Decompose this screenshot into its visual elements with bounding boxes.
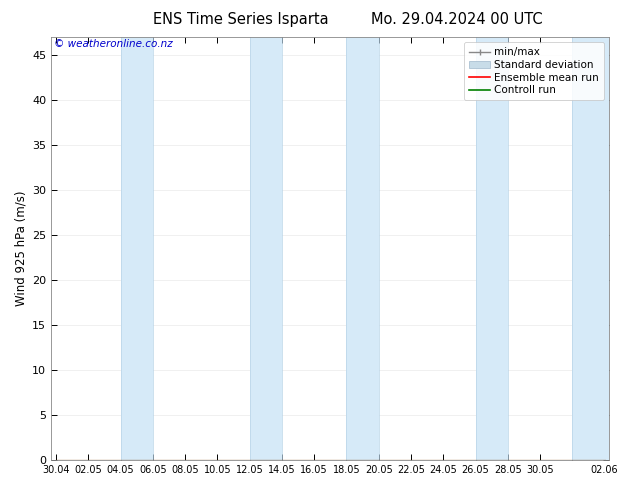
Bar — [573, 37, 611, 460]
Text: ENS Time Series Isparta: ENS Time Series Isparta — [153, 12, 329, 27]
Text: © weatheronline.co.nz: © weatheronline.co.nz — [54, 39, 172, 49]
Text: Mo. 29.04.2024 00 UTC: Mo. 29.04.2024 00 UTC — [371, 12, 542, 27]
Bar — [250, 37, 282, 460]
Y-axis label: Wind 925 hPa (m/s): Wind 925 hPa (m/s) — [15, 191, 28, 306]
Legend: min/max, Standard deviation, Ensemble mean run, Controll run: min/max, Standard deviation, Ensemble me… — [464, 42, 604, 100]
Bar — [346, 37, 378, 460]
Bar — [120, 37, 153, 460]
Bar — [476, 37, 508, 460]
